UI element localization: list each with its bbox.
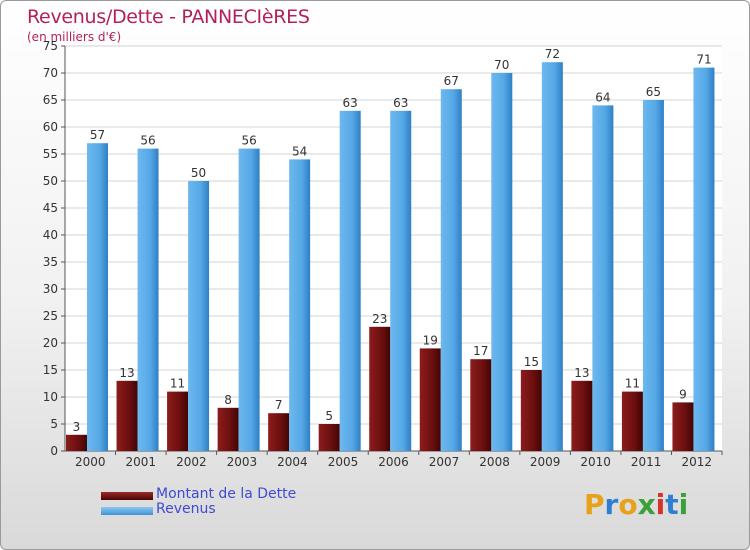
x-tick-label: 2012 — [681, 455, 712, 469]
data-label-debt: 9 — [679, 387, 687, 401]
chart-subtitle: (en milliers d'€) — [27, 30, 122, 44]
y-tick-label: 30 — [43, 282, 58, 296]
data-label-revenue: 72 — [545, 47, 560, 61]
bar-debt — [369, 326, 391, 451]
bar-revenue — [238, 148, 260, 451]
bar-revenue — [592, 105, 614, 452]
bar-revenue — [289, 159, 311, 451]
bar-revenue — [339, 110, 361, 452]
legend-label-revenue: Revenus — [156, 501, 216, 517]
y-tick-label: 20 — [43, 336, 58, 350]
data-label-debt: 23 — [372, 312, 387, 326]
data-label-debt: 7 — [275, 398, 283, 412]
bar-debt — [571, 380, 593, 451]
bar-revenue — [87, 143, 108, 451]
chart-title: Revenus/Dette - PANNECIèRES — [27, 6, 310, 28]
legend-swatch-revenue — [101, 507, 153, 515]
x-tick-label: 2010 — [580, 455, 611, 469]
data-label-revenue: 63 — [343, 96, 358, 110]
bar-revenue — [137, 148, 159, 451]
bar-debt — [167, 391, 189, 451]
y-tick-label: 55 — [43, 147, 58, 161]
y-tick-label: 70 — [43, 66, 58, 80]
data-label-debt: 3 — [73, 420, 81, 434]
x-tick-label: 2009 — [530, 455, 561, 469]
y-tick-label: 50 — [43, 174, 58, 188]
bar-debt — [268, 413, 290, 451]
data-label-debt: 17 — [473, 344, 488, 358]
y-tick-label: 65 — [43, 93, 58, 107]
x-tick-label: 2007 — [429, 455, 460, 469]
proxiti-logo: Proxiti — [584, 488, 688, 521]
data-label-debt: 15 — [524, 355, 539, 369]
bar-revenue — [491, 73, 513, 451]
logo-letter: r — [604, 488, 619, 521]
data-label-debt: 5 — [325, 409, 333, 423]
x-tick-label: 2005 — [328, 455, 359, 469]
y-tick-label: 60 — [43, 120, 58, 134]
y-tick-label: 5 — [50, 417, 58, 431]
x-tick-label: 2002 — [176, 455, 207, 469]
bar-debt — [318, 424, 340, 451]
bar-debt — [520, 370, 542, 451]
y-tick-label: 35 — [43, 255, 58, 269]
data-label-revenue: 71 — [696, 53, 711, 67]
bar-revenue — [642, 100, 664, 451]
x-tick-label: 2003 — [227, 455, 258, 469]
logo-letter: i — [678, 488, 689, 521]
data-label-debt: 13 — [574, 366, 589, 380]
bar-debt — [621, 391, 643, 451]
y-tick-label: 40 — [43, 228, 58, 242]
y-tick-label: 25 — [43, 309, 58, 323]
data-label-revenue: 65 — [646, 85, 661, 99]
y-tick-label: 0 — [50, 444, 58, 458]
legend-swatch-debt — [101, 492, 153, 500]
data-label-revenue: 56 — [140, 134, 155, 148]
data-label-revenue: 56 — [241, 134, 256, 148]
bar-revenue — [390, 110, 412, 452]
y-tick-label: 15 — [43, 363, 58, 377]
data-label-debt: 19 — [423, 333, 438, 347]
bar-revenue — [440, 89, 462, 451]
x-tick-label: 2001 — [126, 455, 157, 469]
x-tick-label: 2000 — [75, 455, 106, 469]
data-label-revenue: 54 — [292, 144, 307, 158]
bar-revenue — [693, 67, 715, 451]
x-tick-label: 2008 — [479, 455, 510, 469]
y-tick-label: 75 — [43, 39, 58, 53]
data-label-revenue: 63 — [393, 96, 408, 110]
data-label-revenue: 70 — [494, 58, 509, 72]
data-label-debt: 11 — [625, 377, 640, 391]
bar-debt — [217, 407, 239, 451]
bar-debt — [116, 380, 138, 451]
logo-letter: i — [655, 488, 666, 521]
data-label-revenue: 50 — [191, 166, 206, 180]
logo-letter: t — [665, 488, 679, 521]
bar-debt — [672, 402, 694, 451]
bar-debt — [66, 434, 87, 451]
x-tick-label: 2004 — [277, 455, 308, 469]
data-label-revenue: 64 — [595, 90, 610, 104]
bar-revenue — [541, 62, 563, 451]
logo-letter: P — [584, 488, 605, 521]
x-tick-label: 2006 — [378, 455, 409, 469]
bar-revenue — [188, 181, 210, 451]
bar-debt — [470, 359, 492, 451]
logo-letter: o — [618, 488, 638, 521]
data-label-revenue: 57 — [90, 128, 105, 142]
logo-letter: x — [637, 488, 656, 521]
data-label-debt: 8 — [224, 393, 232, 407]
y-tick-label: 10 — [43, 390, 58, 404]
y-tick-label: 45 — [43, 201, 58, 215]
data-label-debt: 11 — [170, 377, 185, 391]
data-label-debt: 13 — [119, 366, 134, 380]
data-label-revenue: 67 — [444, 74, 459, 88]
x-tick-label: 2011 — [631, 455, 662, 469]
legend-label-debt: Montant de la Dette — [156, 486, 297, 502]
bar-debt — [419, 348, 441, 451]
